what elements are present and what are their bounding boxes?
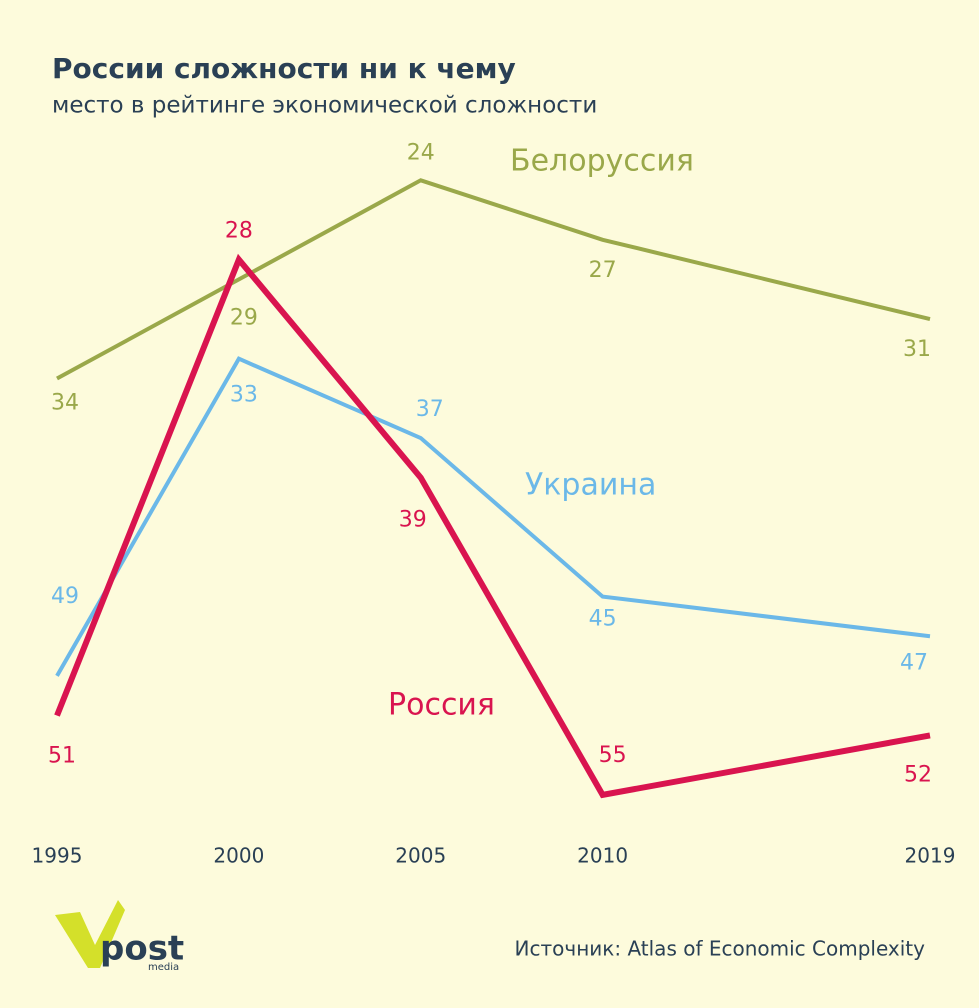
data-label: 49: [51, 584, 79, 609]
logo-subtext: media: [148, 962, 179, 973]
series-name: Украина: [525, 468, 656, 503]
source: Источник: Atlas of Economic Complexity: [515, 937, 926, 961]
x-tick-label: 2019: [905, 844, 956, 868]
data-label: 47: [900, 650, 928, 675]
chart-subtitle: место в рейтинге экономической сложности: [52, 93, 597, 119]
x-tick-label: 1995: [32, 844, 83, 868]
data-label: 28: [225, 219, 253, 244]
data-label: 51: [48, 744, 76, 769]
data-label: 45: [589, 607, 617, 632]
chart-title: России сложности ни к чему: [52, 52, 516, 85]
logo-text: post: [100, 929, 184, 969]
x-tick-label: 2010: [577, 844, 628, 868]
data-label: 33: [230, 383, 258, 408]
series-name: Россия: [388, 688, 495, 723]
x-tick-label: 2005: [395, 844, 446, 868]
series-line: [55, 356, 931, 677]
x-tick-label: 2000: [213, 844, 264, 868]
logo-shape: [55, 900, 125, 968]
data-label: 24: [407, 140, 435, 165]
data-label: 27: [589, 258, 617, 283]
data-label: 31: [903, 337, 931, 362]
series-line: [54, 253, 931, 799]
data-label: 39: [399, 508, 427, 533]
data-label: 37: [416, 397, 444, 422]
series-name: Белоруссия: [510, 144, 694, 179]
data-label: 34: [51, 391, 79, 416]
data-label: 52: [904, 762, 932, 787]
data-label: 55: [599, 743, 627, 768]
series-line: [56, 178, 931, 381]
data-label: 29: [230, 305, 258, 330]
